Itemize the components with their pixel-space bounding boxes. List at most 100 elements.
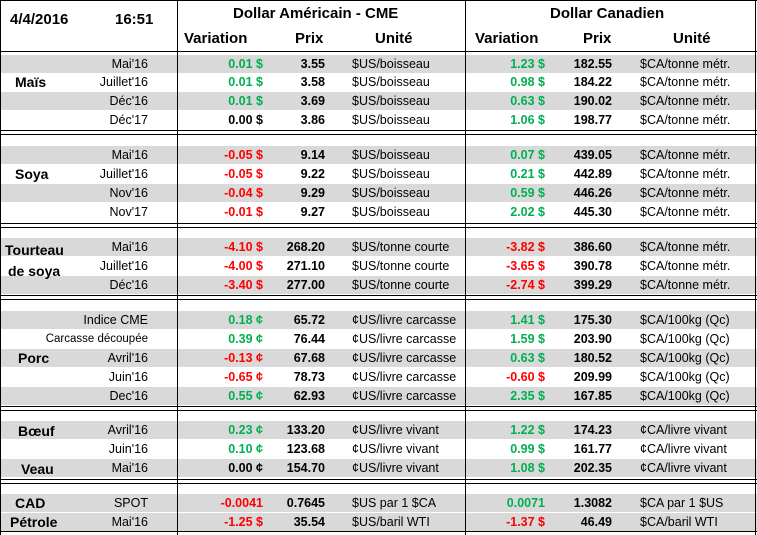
row-band [0, 513, 757, 531]
col-header-ca-unite: Unité [673, 30, 711, 47]
ca-price: 442.89 [573, 167, 612, 181]
group-title-cad: Dollar Canadien [550, 5, 665, 22]
grid-line [0, 134, 757, 135]
us-unit: $US/boisseau [352, 94, 430, 108]
us-variation: 0.55 ¢ [228, 389, 263, 403]
grid-line [0, 479, 757, 480]
grid-line [0, 0, 1, 535]
ca-unit: $CA/100kg (Qc) [640, 389, 730, 403]
row-band [0, 459, 757, 477]
us-variation: 0.00 $ [228, 113, 263, 127]
us-unit: $US/boisseau [352, 57, 430, 71]
ca-variation: 0.63 $ [510, 351, 545, 365]
ca-unit: $CA/tonne métr. [640, 113, 731, 127]
report-time: 16:51 [115, 11, 154, 28]
ca-unit: ¢CA/livre vivant [640, 423, 727, 437]
contract-label: Mai'16 [111, 148, 148, 162]
ca-price: 209.99 [573, 370, 612, 384]
ca-unit: $CA/tonne métr. [640, 278, 731, 292]
us-unit: ¢US/livre carcasse [352, 389, 457, 403]
grid-line [0, 406, 757, 407]
category-label-cont: de soya [8, 263, 61, 279]
contract-label: Juillet'16 [99, 75, 148, 89]
ca-price: 386.60 [573, 240, 612, 254]
ca-price: 184.22 [573, 75, 612, 89]
contract-label: SPOT [113, 496, 148, 510]
grid-line [0, 483, 757, 484]
contract-label: Avril'16 [107, 423, 148, 437]
ca-variation: 2.35 $ [510, 389, 545, 403]
ca-unit: $CA/tonne métr. [640, 57, 731, 71]
category-label: Soya [15, 166, 49, 182]
us-variation: -0.04 $ [224, 186, 263, 200]
col-header-us-variation: Variation [184, 30, 248, 47]
us-variation: -0.01 $ [224, 205, 263, 219]
us-price: 0.7645 [286, 496, 325, 510]
us-price: 133.20 [286, 423, 325, 437]
ca-unit: $CA/tonne métr. [640, 205, 731, 219]
us-price: 78.73 [293, 370, 325, 384]
ca-price: 182.55 [573, 57, 612, 71]
row-band [0, 146, 757, 164]
contract-label: Mai'16 [111, 57, 148, 71]
grid-line [0, 51, 757, 52]
us-unit: $US/tonne courte [352, 240, 450, 254]
ca-price: 1.3082 [573, 496, 612, 510]
ca-unit: $CA/tonne métr. [640, 148, 731, 162]
ca-price: 390.78 [573, 259, 612, 273]
ca-unit: ¢CA/livre vivant [640, 442, 727, 456]
ca-variation: 0.07 $ [510, 148, 545, 162]
contract-label: Mai'16 [111, 461, 148, 475]
us-price: 76.44 [293, 332, 325, 346]
contract-label: Nov'16 [109, 186, 148, 200]
ca-variation: 0.99 $ [510, 442, 545, 456]
ca-price: 198.77 [573, 113, 612, 127]
row-band [0, 92, 757, 110]
ca-unit: $CA/baril WTI [640, 515, 718, 529]
ca-variation: 0.98 $ [510, 75, 545, 89]
us-price: 9.29 [300, 186, 325, 200]
us-unit: $US/tonne courte [352, 278, 450, 292]
ca-unit: $CA/100kg (Qc) [640, 313, 730, 327]
category-label: Tourteau [5, 242, 64, 258]
us-variation: 0.01 $ [228, 94, 263, 108]
us-price: 9.14 [300, 148, 325, 162]
ca-unit: $CA/tonne métr. [640, 94, 731, 108]
us-variation: -0.05 $ [224, 167, 263, 181]
col-header-ca-variation: Variation [475, 30, 539, 47]
us-unit: $US/boisseau [352, 167, 430, 181]
us-price: 3.58 [300, 75, 325, 89]
us-variation: 0.10 ¢ [228, 442, 263, 456]
us-price: 3.86 [300, 113, 325, 127]
contract-label: Juin'16 [108, 442, 148, 456]
us-price: 9.27 [300, 205, 325, 219]
ca-variation: 2.02 $ [510, 205, 545, 219]
grid-line [0, 299, 757, 300]
row-band [0, 349, 757, 367]
ca-unit: $CA/100kg (Qc) [640, 370, 730, 384]
ca-unit: $CA/100kg (Qc) [640, 332, 730, 346]
ca-price: 446.26 [573, 186, 612, 200]
ca-variation: -1.37 $ [506, 515, 545, 529]
us-unit: ¢US/livre carcasse [352, 332, 457, 346]
ca-variation: -3.65 $ [506, 259, 545, 273]
us-unit: $US/boisseau [352, 75, 430, 89]
us-unit: $US/boisseau [352, 113, 430, 127]
grid-line [0, 223, 757, 224]
us-unit: $US/tonne courte [352, 259, 450, 273]
contract-label: Carcasse découpée [45, 333, 148, 345]
us-unit: ¢US/livre carcasse [352, 351, 457, 365]
ca-variation: -2.74 $ [506, 278, 545, 292]
us-price: 123.68 [286, 442, 325, 456]
us-variation: 0.18 ¢ [228, 313, 263, 327]
ca-price: 167.85 [573, 389, 612, 403]
category-label: Veau [21, 461, 54, 477]
us-variation: -4.10 $ [224, 240, 263, 254]
us-variation: 0.01 $ [228, 57, 263, 71]
grid-line [755, 0, 756, 535]
ca-price: 202.35 [573, 461, 612, 475]
us-variation: -0.0041 [220, 496, 263, 510]
category-label: Bœuf [18, 423, 55, 439]
contract-label: Juin'16 [108, 370, 148, 384]
